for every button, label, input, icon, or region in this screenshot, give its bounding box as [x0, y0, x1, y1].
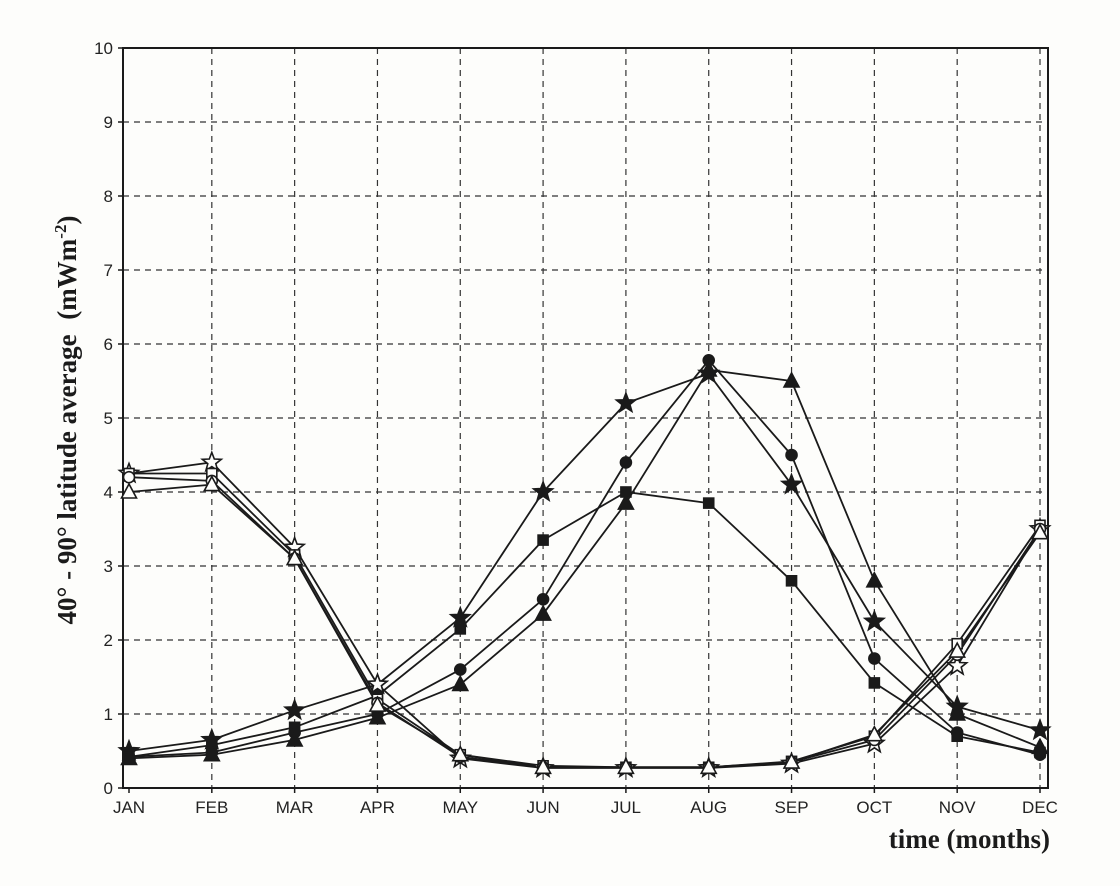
- x-tick-label: FEB: [195, 798, 228, 817]
- series-line-filled-triangle: [128, 368, 1041, 760]
- triangle-marker: [451, 674, 470, 692]
- triangle-marker: [202, 474, 221, 492]
- series-line-filled-circle: [128, 359, 1041, 758]
- grid: [123, 48, 1048, 788]
- x-tick-label: NOV: [939, 798, 977, 817]
- triangle-marker: [782, 371, 801, 388]
- x-axis-label: time (months): [889, 824, 1050, 854]
- y-tick-label: 2: [104, 631, 113, 650]
- star-marker: [200, 450, 224, 473]
- x-axis: JAN FEB MAR APR MAY JUN JUL AUG SEP OCT NOV DEC: [113, 788, 1058, 817]
- y-tick-label: 9: [104, 113, 113, 132]
- x-tick-label: MAY: [442, 798, 478, 817]
- x-tick-label: JUL: [611, 798, 641, 817]
- y-axis-label-main: 40° - 90° latitude average: [52, 334, 82, 624]
- circle-marker: [950, 726, 964, 739]
- star-marker: [282, 698, 307, 721]
- star-marker: [448, 605, 472, 628]
- triangle-marker: [451, 745, 470, 762]
- y-tick-label: 6: [104, 335, 113, 354]
- star-marker: [614, 390, 638, 414]
- triangle-marker: [285, 548, 304, 566]
- x-tick-label: DEC: [1022, 798, 1058, 817]
- y-tick-label: 1: [104, 705, 113, 724]
- triangle-marker: [699, 757, 718, 775]
- y-axis-label-exponent: -2: [51, 225, 70, 239]
- series-line-open-star: [128, 461, 1041, 769]
- triangle-marker: [865, 725, 884, 742]
- circle-marker: [868, 652, 881, 665]
- triangle-marker: [534, 757, 552, 775]
- y-tick-label: 10: [94, 39, 113, 58]
- x-tick-label: APR: [360, 798, 395, 817]
- x-tick-label: SEP: [775, 798, 809, 817]
- triangle-marker: [202, 745, 221, 762]
- x-tick-label: OCT: [856, 798, 892, 817]
- y-tick-label: 4: [104, 483, 113, 502]
- triangle-marker: [1031, 737, 1049, 755]
- y-tick-label: 0: [104, 779, 113, 798]
- series-lines: [128, 359, 1041, 769]
- star-marker: [945, 653, 969, 676]
- circle-marker: [453, 663, 467, 676]
- series-line-filled-square: [128, 491, 1041, 758]
- triangle-marker: [782, 752, 801, 769]
- triangle-marker: [120, 748, 138, 766]
- square-marker: [537, 534, 549, 546]
- square-marker: [785, 574, 798, 587]
- star-marker: [531, 479, 555, 502]
- square-marker: [702, 497, 715, 509]
- y-axis-label-unit: (mWm: [52, 238, 82, 319]
- triangle-marker: [948, 704, 967, 721]
- circle-marker: [536, 592, 550, 606]
- y-axis-label: 40° - 90° latitude average (mWm-2): [51, 216, 82, 625]
- triangle-marker: [120, 482, 138, 499]
- star-marker: [862, 609, 887, 632]
- triangle-marker: [617, 757, 635, 775]
- x-tick-label: JAN: [113, 798, 145, 817]
- star-marker: [1028, 718, 1052, 741]
- series-markers: [117, 353, 1052, 778]
- series-line-filled-star: [128, 372, 1041, 752]
- triangle-marker: [1031, 523, 1049, 540]
- square-marker: [868, 677, 881, 689]
- y-tick-label: 3: [104, 557, 113, 576]
- triangle-marker: [948, 641, 967, 658]
- y-tick-label: 5: [104, 409, 113, 428]
- circle-marker: [619, 456, 633, 469]
- triangle-marker: [534, 604, 552, 621]
- circle-marker: [122, 470, 136, 484]
- circle-marker: [785, 448, 798, 462]
- y-tick-label: 7: [104, 261, 113, 280]
- x-tick-label: JUN: [527, 798, 560, 817]
- x-tick-label: AUG: [690, 798, 727, 817]
- triangle-marker: [285, 730, 304, 747]
- x-tick-label: MAR: [276, 798, 314, 817]
- series-line-open-triangle: [128, 483, 1041, 769]
- y-axis-label-close: ): [52, 216, 82, 225]
- series-line-open-circle: [128, 476, 1041, 769]
- triangle-marker: [368, 695, 387, 712]
- triangle-marker: [368, 708, 387, 725]
- star-marker: [365, 672, 390, 695]
- triangle-marker: [617, 493, 635, 510]
- y-tick-label: 8: [104, 187, 113, 206]
- triangle-marker: [865, 571, 884, 588]
- square-marker: [454, 623, 467, 635]
- y-axis: 0 1 2 3 4 5 6 7 8 9 10: [94, 39, 123, 798]
- star-marker: [779, 472, 804, 495]
- triangle-marker: [699, 360, 718, 377]
